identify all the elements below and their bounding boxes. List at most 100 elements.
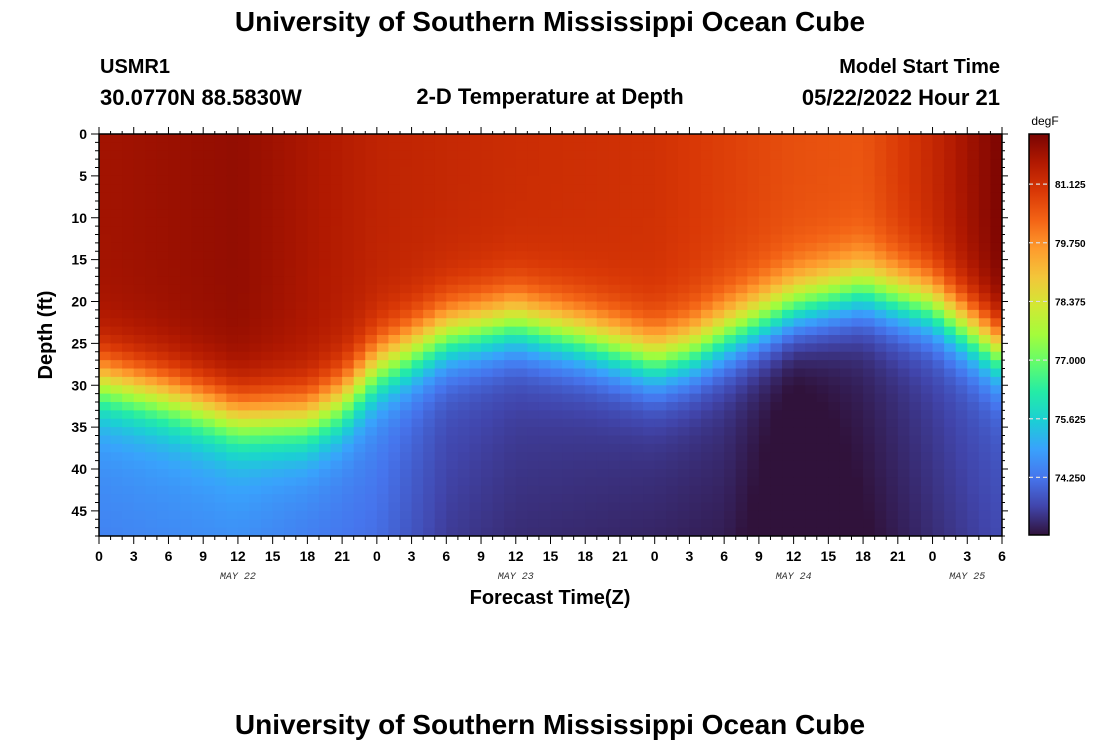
heatmap-cell [990,318,1002,328]
heatmap-cell [411,309,424,319]
heatmap-cell [863,452,876,462]
heatmap-cell [110,309,123,319]
heatmap-cell [712,443,725,453]
heatmap-cell [712,343,725,353]
heatmap-cell [816,201,829,210]
heatmap-cell [214,385,227,395]
heatmap-cell [469,360,482,370]
heatmap-cell [318,435,332,445]
heatmap-cell [573,385,586,395]
heatmap-cell [863,326,876,336]
heatmap-cell [411,268,424,277]
heatmap-cell [342,502,355,512]
heatmap-cell [805,318,818,328]
heatmap-cell [446,268,459,277]
heatmap-cell [735,326,748,336]
heatmap-cell [342,510,355,520]
heatmap-cell [434,318,447,328]
heatmap-cell [330,427,343,437]
heatmap-cell [156,351,170,361]
heatmap-cell [839,502,853,512]
heatmap-cell [353,351,366,361]
heatmap-cell [457,293,471,303]
heatmap-cell [805,335,818,344]
heatmap-cell [133,494,146,504]
heatmap-cell [920,385,934,395]
heatmap-cell [724,510,737,520]
heatmap-cell [955,293,968,303]
heatmap-cell [307,443,320,453]
heatmap-cell [689,226,702,236]
heatmap-cell [261,368,274,378]
heatmap-cell [446,527,459,536]
heatmap-cell [538,175,552,185]
heatmap-cell [122,393,135,403]
heatmap-cell [122,150,135,160]
heatmap-cell [828,159,841,169]
heatmap-cell [782,226,795,236]
heatmap-cell [504,519,517,529]
heatmap-cell [330,184,343,194]
heatmap-cell [538,293,552,303]
heatmap-cell [585,259,598,269]
heatmap-cell [967,360,980,370]
heatmap-cell [504,427,517,437]
heatmap-cell [562,351,575,361]
heatmap-cell [156,318,170,328]
heatmap-cell [677,276,691,286]
heatmap-cell [978,402,992,411]
heatmap-cell [145,150,158,160]
heatmap-cell [573,477,586,487]
heatmap-cell [434,510,447,520]
heatmap-cell [643,335,656,344]
heatmap-cell [261,268,274,277]
heatmap-cell [145,142,158,152]
heatmap-cell [816,502,829,512]
heatmap-cell [469,276,482,286]
heatmap-cell [677,435,691,445]
heatmap-cell [284,460,297,470]
heatmap-cell [295,242,308,252]
heatmap-cell [527,234,540,244]
heatmap-cell [191,142,204,152]
heatmap-cell [643,167,656,177]
heatmap-cell [180,485,193,495]
heatmap-cell [909,134,922,143]
heatmap-cell [203,494,216,504]
heatmap-cell [654,376,667,386]
heatmap-cell [920,510,934,520]
heatmap-cell [307,510,320,520]
heatmap-cell [538,184,552,194]
heatmap-cell [724,527,737,536]
heatmap-cell [400,276,413,286]
heatmap-cell [376,259,390,269]
heatmap-cell [388,284,401,294]
heatmap-cell [423,435,436,445]
heatmap-cell [504,443,517,453]
heatmap-cell [978,393,992,403]
heatmap-cell [724,259,737,269]
heatmap-cell [654,159,667,169]
heatmap-cell [747,427,760,437]
heatmap-cell [133,443,146,453]
colorbar: degF 81.12579.75078.37577.00075.62574.25… [1028,114,1086,536]
heatmap-cell [481,175,494,185]
heatmap-cell [608,418,621,428]
heatmap-cell [886,276,899,286]
heatmap-cell [724,410,737,420]
heatmap-cell [550,318,563,328]
heatmap-cell [481,427,494,437]
heatmap-cell [353,326,366,336]
heatmap-cell [839,393,853,403]
x-tick-label: 3 [686,548,694,564]
heatmap-cell [376,410,390,420]
heatmap-cell [365,192,378,202]
heatmap-cell [481,309,494,319]
heatmap-cell [562,293,575,303]
heatmap-cell [527,251,540,261]
y-tick-label: 0 [79,126,87,142]
heatmap-cell [839,443,853,453]
heatmap-cell [851,510,864,520]
heatmap-cell [596,134,609,143]
heatmap-cell [735,410,748,420]
